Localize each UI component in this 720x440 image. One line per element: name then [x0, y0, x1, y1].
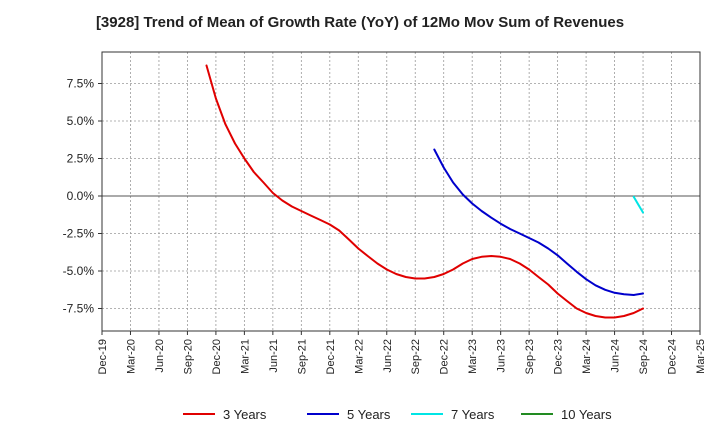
series-line-7-years — [632, 195, 644, 214]
x-tick-label: Mar-22 — [353, 339, 365, 374]
y-tick-label: 7.5% — [67, 77, 95, 91]
y-tick-label: -2.5% — [63, 227, 95, 241]
plot-frame — [101, 51, 701, 332]
x-tick-label: Sep-22 — [410, 339, 422, 374]
y-tick-label: 2.5% — [67, 152, 95, 166]
chart-title: [3928] Trend of Mean of Growth Rate (YoY… — [95, 14, 625, 31]
x-tick-label: Sep-23 — [524, 339, 536, 374]
x-tick-label: Sep-24 — [638, 339, 650, 374]
x-axis-ticks: Dec-19 Mar-20 Jun-20 Sep-20 Dec-20 Mar-21 Jun-… — [97, 331, 707, 374]
y-tick-label: 0.0% — [67, 189, 95, 203]
x-tick-label: Dec-22 — [439, 339, 451, 374]
y-tick-label: -7.5% — [63, 302, 95, 316]
legend-label: 5 Years — [347, 407, 391, 422]
legend: 3 Years 5 Years 7 Years 10 Years — [183, 407, 612, 422]
x-tick-label: Sep-21 — [296, 339, 308, 374]
series-line-5-years — [433, 148, 644, 296]
x-tick-label: Dec-24 — [667, 339, 679, 374]
y-axis-ticks: 7.5% 5.0% 2.5% 0.0% -2.5% -5.0% -7.5% — [63, 77, 102, 316]
x-tick-label: Mar-20 — [125, 339, 137, 374]
x-tick-label: Dec-23 — [553, 339, 565, 374]
y-tick-label: 5.0% — [67, 114, 95, 128]
x-tick-label: Mar-21 — [239, 339, 251, 374]
series-line-3-years — [205, 64, 644, 319]
legend-label: 3 Years — [223, 407, 267, 422]
legend-label: 10 Years — [561, 407, 612, 422]
x-tick-label: Mar-24 — [581, 339, 593, 374]
x-tick-label: Dec-19 — [97, 339, 109, 374]
x-tick-label: Jun-22 — [382, 339, 394, 373]
x-tick-label: Dec-20 — [211, 339, 223, 374]
x-tick-label: Mar-25 — [695, 339, 707, 374]
series-layer — [205, 64, 644, 319]
x-tick-label: Jun-24 — [610, 339, 622, 373]
y-tick-label: -5.0% — [63, 264, 95, 278]
grid-layer — [101, 52, 701, 331]
x-tick-label: Jun-21 — [268, 339, 280, 373]
x-tick-label: Jun-20 — [154, 339, 166, 373]
x-tick-label: Mar-23 — [467, 339, 479, 374]
legend-label: 7 Years — [451, 407, 495, 422]
x-tick-label: Jun-23 — [496, 339, 508, 373]
x-tick-label: Dec-21 — [325, 339, 337, 374]
x-tick-label: Sep-20 — [182, 339, 194, 374]
